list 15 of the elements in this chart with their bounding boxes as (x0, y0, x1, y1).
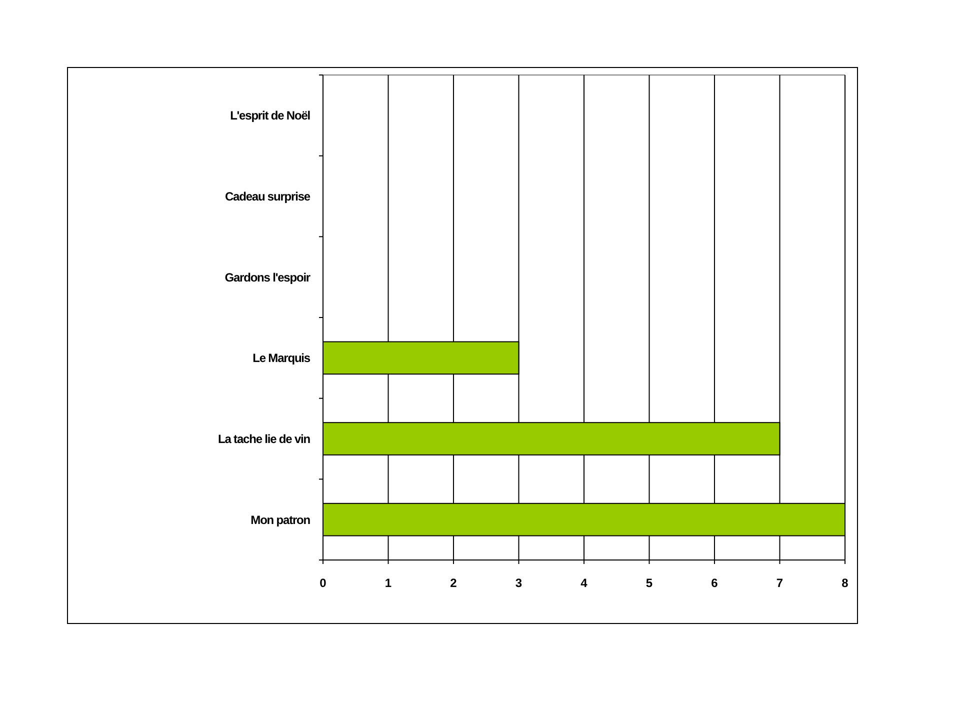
x-tick-label: 8 (842, 576, 849, 590)
x-tick-label: 7 (776, 576, 784, 590)
y-tick-label: Mon patron (250, 512, 310, 527)
x-tick-label: 0 (320, 576, 327, 590)
y-tick-label: La tache lie de vin (218, 432, 310, 446)
y-tick-label: L'esprit de Noël (230, 108, 310, 123)
x-tick-label: 4 (580, 576, 588, 590)
x-tick-label: 1 (384, 576, 392, 590)
x-tick-label: 5 (646, 576, 653, 590)
y-tick-label: Gardons l'espoir (224, 270, 311, 284)
y-tick-label: Le Marquis (252, 351, 311, 366)
x-tick-label: 3 (515, 576, 522, 590)
y-tick-label: Cadeau surprise (224, 189, 311, 204)
x-tick-label: 2 (450, 576, 458, 590)
x-tick-label: 6 (711, 576, 718, 590)
